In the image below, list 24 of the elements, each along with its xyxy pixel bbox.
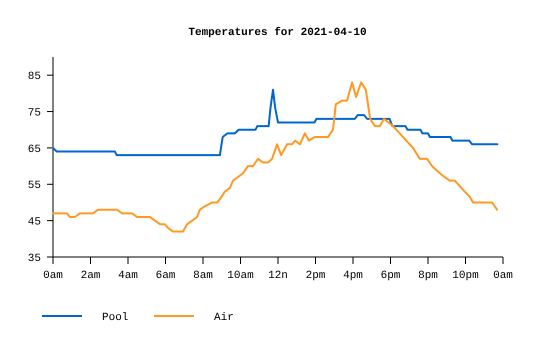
x-tick-label: 2am: [80, 270, 101, 282]
y-tick-label: 45: [28, 216, 41, 228]
x-tick-label: 10pm: [452, 270, 480, 282]
y-tick-label: 85: [28, 71, 41, 84]
x-tick-label: 2pm: [306, 270, 326, 282]
x-tick-label: 0am: [493, 270, 514, 282]
line-series: [52, 81, 498, 233]
x-tick-label: 12n: [268, 270, 288, 282]
x-tick-label: 6pm: [380, 270, 401, 282]
chart-title: Temperatures for 2021-04-10: [188, 26, 367, 39]
x-tick-label: 4am: [118, 270, 138, 282]
y-tick-label: 75: [28, 107, 41, 120]
x-tick-label: 4pm: [343, 270, 364, 282]
y-tick-label: 65: [28, 144, 41, 156]
x-tick-label: 8am: [193, 270, 214, 282]
legend-label: Air: [214, 312, 234, 324]
x-tick-label: 10am: [227, 270, 254, 282]
x-tick-label: 0am: [43, 270, 64, 282]
y-tick-label: 55: [28, 180, 41, 192]
legend-label: Pool: [102, 312, 128, 324]
x-tick-label: 6am: [156, 270, 176, 282]
line-series: [52, 88, 498, 156]
y-tick-label: 35: [28, 252, 41, 265]
x-tick-label: 8pm: [418, 270, 438, 282]
